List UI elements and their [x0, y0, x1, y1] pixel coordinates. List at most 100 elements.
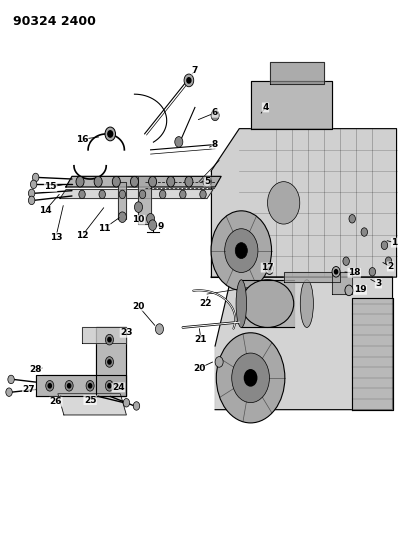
Circle shape: [28, 196, 35, 205]
Text: 6: 6: [211, 108, 217, 117]
Ellipse shape: [300, 280, 313, 327]
Circle shape: [179, 190, 185, 199]
Text: 1: 1: [390, 238, 396, 247]
Text: 16: 16: [76, 135, 88, 144]
Circle shape: [216, 333, 284, 423]
Circle shape: [148, 176, 156, 187]
Circle shape: [46, 381, 54, 391]
Circle shape: [139, 190, 145, 199]
Polygon shape: [283, 272, 339, 282]
Text: 27: 27: [22, 385, 35, 394]
Circle shape: [183, 74, 193, 87]
Circle shape: [133, 402, 139, 410]
Circle shape: [267, 182, 299, 224]
Circle shape: [348, 215, 354, 223]
Circle shape: [184, 176, 192, 187]
Circle shape: [105, 381, 113, 391]
Polygon shape: [58, 394, 126, 415]
Circle shape: [108, 337, 111, 342]
Text: 9: 9: [157, 222, 164, 231]
Circle shape: [174, 136, 182, 147]
Circle shape: [105, 357, 113, 367]
Circle shape: [118, 212, 126, 222]
Circle shape: [30, 180, 37, 189]
Text: 20: 20: [132, 302, 144, 311]
Circle shape: [334, 270, 337, 274]
Text: 19: 19: [353, 285, 366, 294]
Circle shape: [48, 384, 51, 388]
Circle shape: [234, 243, 247, 259]
Text: 14: 14: [38, 206, 51, 215]
Text: 90324 2400: 90324 2400: [13, 14, 96, 28]
Circle shape: [244, 370, 256, 386]
Circle shape: [8, 375, 14, 384]
Circle shape: [79, 190, 85, 199]
Text: 10: 10: [132, 215, 144, 224]
Polygon shape: [118, 182, 126, 219]
Ellipse shape: [241, 280, 293, 327]
Circle shape: [112, 176, 120, 187]
Circle shape: [211, 211, 271, 290]
Circle shape: [88, 384, 92, 388]
Text: 20: 20: [192, 364, 205, 373]
Circle shape: [65, 381, 73, 391]
Polygon shape: [241, 280, 293, 327]
Polygon shape: [82, 327, 126, 343]
Circle shape: [134, 202, 142, 213]
Text: 7: 7: [191, 66, 198, 75]
Circle shape: [215, 357, 223, 367]
Text: 28: 28: [29, 366, 42, 374]
Circle shape: [186, 78, 190, 83]
Text: 22: 22: [198, 299, 211, 308]
Circle shape: [94, 176, 102, 187]
Text: 15: 15: [44, 182, 57, 191]
Text: 21: 21: [194, 335, 207, 344]
Polygon shape: [36, 375, 126, 397]
Circle shape: [108, 360, 111, 364]
Polygon shape: [211, 128, 396, 277]
Circle shape: [368, 268, 375, 276]
Polygon shape: [138, 176, 150, 224]
Circle shape: [32, 173, 39, 182]
Text: 18: 18: [347, 268, 360, 277]
Text: 25: 25: [84, 395, 96, 405]
Circle shape: [267, 267, 271, 271]
Circle shape: [119, 190, 125, 199]
Circle shape: [231, 353, 269, 402]
Circle shape: [211, 110, 219, 120]
Circle shape: [99, 190, 105, 199]
Text: 3: 3: [374, 279, 381, 288]
Circle shape: [76, 176, 84, 187]
Circle shape: [108, 131, 113, 137]
Polygon shape: [66, 176, 221, 187]
Circle shape: [331, 266, 339, 277]
Circle shape: [202, 176, 211, 187]
Polygon shape: [251, 81, 331, 128]
Circle shape: [148, 220, 156, 230]
Circle shape: [384, 257, 391, 265]
Text: 4: 4: [262, 103, 268, 112]
Circle shape: [380, 241, 387, 249]
Circle shape: [86, 381, 94, 391]
Text: 17: 17: [260, 263, 273, 272]
Circle shape: [130, 176, 138, 187]
Text: 24: 24: [112, 383, 124, 392]
Text: 12: 12: [76, 231, 88, 240]
Polygon shape: [351, 298, 392, 410]
Text: 26: 26: [49, 397, 62, 406]
Circle shape: [342, 257, 349, 265]
Circle shape: [105, 127, 115, 141]
Circle shape: [123, 399, 129, 407]
Circle shape: [155, 324, 163, 334]
Circle shape: [67, 384, 70, 388]
Circle shape: [146, 214, 154, 224]
Ellipse shape: [235, 280, 246, 327]
Circle shape: [6, 388, 12, 397]
Circle shape: [28, 189, 35, 198]
Circle shape: [199, 190, 206, 199]
Text: 5: 5: [203, 177, 210, 186]
Polygon shape: [331, 272, 351, 294]
Polygon shape: [269, 62, 323, 84]
Circle shape: [344, 285, 352, 296]
Circle shape: [108, 384, 111, 388]
